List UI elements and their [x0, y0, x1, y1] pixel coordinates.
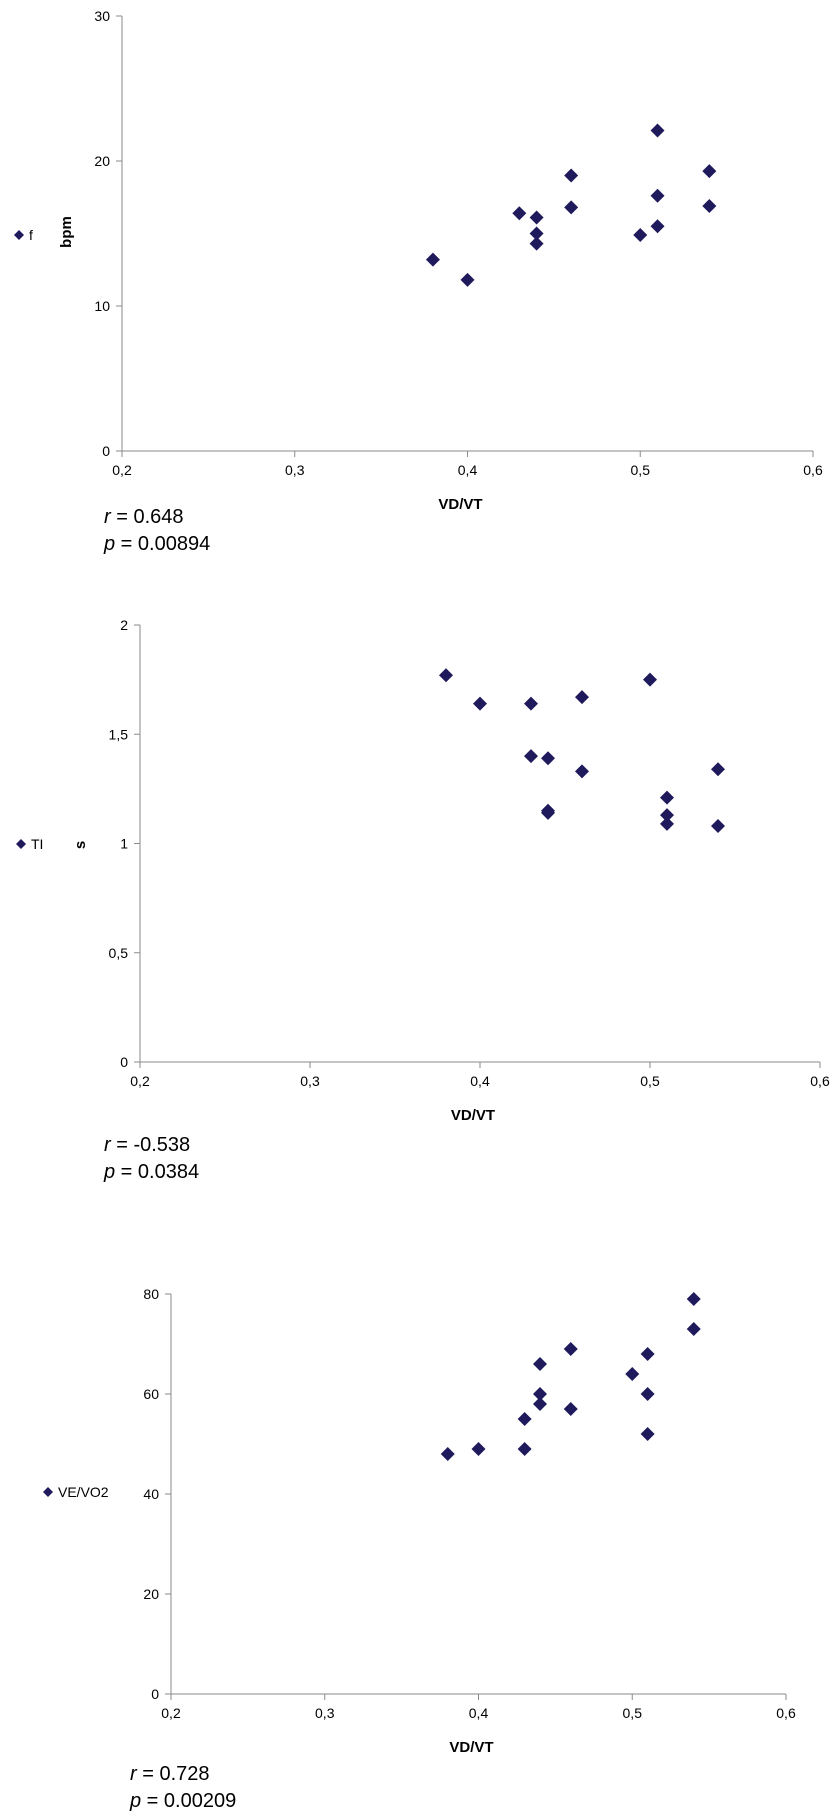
data-point	[533, 1397, 547, 1411]
data-point	[575, 764, 589, 779]
legend-marker	[43, 1487, 53, 1497]
data-point	[575, 690, 589, 705]
data-point	[564, 200, 579, 215]
data-point	[643, 672, 657, 687]
data-point	[517, 1442, 532, 1456]
y-tick-label: 10	[94, 298, 110, 314]
y-tick-label: 1	[120, 836, 128, 852]
data-point	[563, 1342, 578, 1356]
data-point	[529, 236, 544, 251]
r-value: r = 0.728	[130, 1763, 210, 1785]
x-tick-label: 0,4	[458, 462, 478, 478]
legend-marker	[16, 839, 26, 849]
p-value: p = 0.00209	[130, 1790, 237, 1812]
data-point	[541, 751, 555, 766]
data-point	[439, 668, 453, 683]
data-point	[711, 819, 725, 834]
x-tick-label: 0,4	[469, 1705, 489, 1721]
x-axis-label: VD/VT	[449, 1739, 493, 1756]
x-axis-label: VD/VT	[451, 1107, 495, 1124]
legend-label: TI	[31, 836, 43, 852]
x-axis-label: VD/VT	[438, 496, 482, 513]
data-point	[660, 808, 674, 823]
y-tick-label: 1,5	[109, 726, 129, 742]
data-point	[529, 210, 544, 225]
y-tick-label: 2	[120, 617, 128, 633]
y-axis-label: s	[72, 841, 89, 849]
data-point	[686, 1322, 701, 1336]
stats-block: r = 0.728 p = 0.00209	[130, 1761, 236, 1815]
x-tick-label: 0,2	[112, 462, 132, 478]
data-point	[529, 226, 544, 241]
x-tick-label: 0,4	[470, 1073, 490, 1089]
data-point	[660, 816, 674, 831]
data-point	[533, 1357, 547, 1371]
y-tick-label: 40	[143, 1486, 159, 1502]
data-point	[564, 168, 579, 183]
data-point	[440, 1447, 455, 1461]
y-tick-label: 60	[143, 1386, 159, 1402]
y-tick-label: 80	[143, 1286, 159, 1302]
data-point	[517, 1412, 532, 1426]
scatter-chart-f: 0 10 20 30 0,2 0,3 0,4 0,5 0,6 VD/VT bpm f	[14, 8, 823, 513]
stats-block: r = -0.538 p = 0.0384	[104, 1132, 199, 1186]
p-value: p = 0.0384	[104, 1161, 200, 1183]
data-point	[702, 198, 717, 213]
x-tick-label: 0,5	[640, 1073, 660, 1089]
x-tick-label: 0,3	[300, 1073, 320, 1089]
r-value: r = -0.538	[104, 1134, 191, 1156]
scatter-chart-ti: 0 0,5 1 1,5 2 0,2 0,3 0,4 0,5 0,6 VD/VT s TI	[16, 617, 830, 1124]
y-tick-label: 0	[120, 1054, 128, 1070]
chart-panel-ti: 0 0,5 1 1,5 2 0,2 0,3 0,4 0,5 0,6 VD/VT s TI r = -0.…	[0, 600, 840, 1200]
data-point	[541, 805, 555, 820]
legend-label: VE/VO2	[58, 1484, 109, 1500]
data-point	[711, 762, 725, 777]
stats-block: r = 0.648 p = 0.00894	[104, 504, 210, 558]
data-point	[512, 206, 527, 221]
data-point	[533, 1387, 547, 1401]
y-tick-label: 0,5	[109, 945, 129, 961]
chart-panel-ve-vo2: 0 20 40 60 80 0,2 0,3 0,4 0,5 0,6 VD/VT VE/VO2 r = …	[0, 1260, 840, 1817]
data-point	[640, 1347, 655, 1361]
x-tick-label: 0,5	[623, 1705, 643, 1721]
data-point	[460, 272, 475, 287]
p-value: p = 0.00894	[104, 533, 211, 555]
y-axis-label: bpm	[58, 216, 75, 248]
data-point	[686, 1292, 701, 1306]
data-point	[633, 227, 648, 242]
data-point	[650, 188, 665, 203]
scatter-chart-ve-vo2: 0 20 40 60 80 0,2 0,3 0,4 0,5 0,6 VD/VT VE/VO2	[43, 1286, 796, 1756]
data-point	[640, 1427, 655, 1441]
y-tick-label: 0	[102, 443, 110, 459]
data-point	[425, 252, 440, 267]
data-point	[702, 164, 717, 179]
data-point	[625, 1367, 640, 1381]
x-tick-label: 0,2	[161, 1705, 181, 1721]
x-tick-label: 0,6	[810, 1073, 830, 1089]
y-tick-label: 0	[151, 1686, 159, 1702]
x-tick-label: 0,6	[803, 462, 823, 478]
data-point	[473, 696, 487, 711]
y-tick-label: 20	[143, 1586, 159, 1602]
x-tick-label: 0,5	[631, 462, 651, 478]
data-point	[650, 123, 665, 138]
data-point	[640, 1387, 655, 1401]
r-value: r = 0.648	[104, 506, 184, 528]
x-tick-label: 0,3	[315, 1705, 335, 1721]
data-point	[563, 1402, 578, 1416]
y-tick-label: 30	[94, 8, 110, 24]
data-point	[471, 1442, 486, 1456]
legend-label: f	[29, 227, 33, 243]
data-point	[524, 696, 538, 711]
chart-panel-f: 0 10 20 30 0,2 0,3 0,4 0,5 0,6 VD/VT bpm f r = 0.64…	[0, 0, 840, 560]
data-point	[650, 219, 665, 234]
legend-marker	[14, 230, 24, 240]
x-tick-label: 0,3	[285, 462, 305, 478]
x-tick-label: 0,2	[130, 1073, 150, 1089]
data-point	[524, 749, 538, 764]
data-point	[660, 790, 674, 805]
x-tick-label: 0,6	[776, 1705, 796, 1721]
y-tick-label: 20	[94, 153, 110, 169]
